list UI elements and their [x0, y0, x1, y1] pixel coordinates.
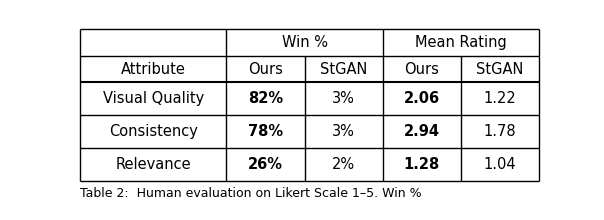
- Text: Attribute: Attribute: [121, 62, 185, 77]
- Text: 78%: 78%: [248, 124, 283, 139]
- Text: Table 2:  Human evaluation on Likert Scale 1–5. Win %: Table 2: Human evaluation on Likert Scal…: [80, 187, 422, 200]
- Text: StGAN: StGAN: [476, 62, 524, 77]
- Text: Win %: Win %: [281, 35, 327, 50]
- Text: Ours: Ours: [248, 62, 283, 77]
- Text: 82%: 82%: [248, 91, 283, 106]
- Text: Relevance: Relevance: [115, 157, 191, 172]
- Text: 1.04: 1.04: [484, 157, 516, 172]
- Text: 26%: 26%: [248, 157, 283, 172]
- Text: 1.28: 1.28: [403, 157, 440, 172]
- Text: 1.22: 1.22: [483, 91, 516, 106]
- Text: 3%: 3%: [332, 124, 355, 139]
- Text: Visual Quality: Visual Quality: [103, 91, 204, 106]
- Text: 2.06: 2.06: [403, 91, 440, 106]
- Text: 1.78: 1.78: [484, 124, 516, 139]
- Text: Consistency: Consistency: [109, 124, 198, 139]
- Text: Mean Rating: Mean Rating: [415, 35, 507, 50]
- Text: Ours: Ours: [404, 62, 439, 77]
- Text: StGAN: StGAN: [320, 62, 367, 77]
- Text: 3%: 3%: [332, 91, 355, 106]
- Text: 2%: 2%: [332, 157, 355, 172]
- Text: 2.94: 2.94: [403, 124, 440, 139]
